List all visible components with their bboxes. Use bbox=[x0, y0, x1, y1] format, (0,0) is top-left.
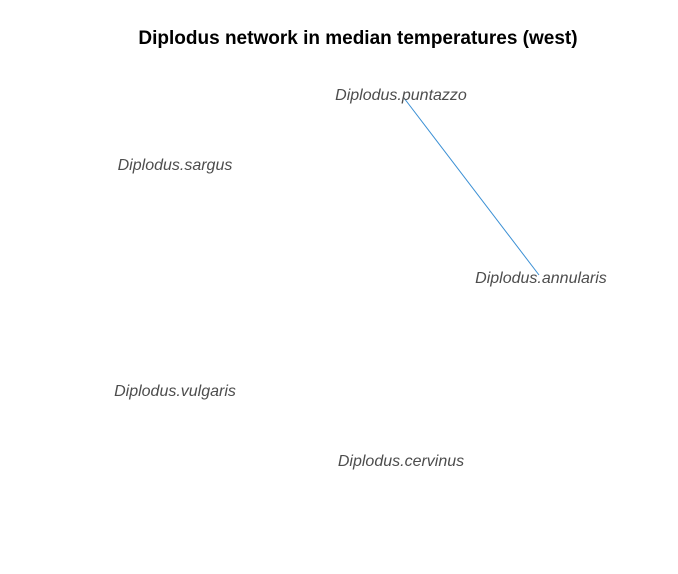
edge-puntazzo-annularis bbox=[403, 97, 540, 276]
node-label-sargus: Diplodus.sargus bbox=[118, 157, 233, 174]
nodes-layer: Diplodus.puntazzo Diplodus.sargus Diplod… bbox=[114, 87, 607, 470]
node-label-cervinus: Diplodus.cervinus bbox=[338, 453, 464, 470]
edges-layer bbox=[403, 97, 540, 276]
node-label-vulgaris: Diplodus.vulgaris bbox=[114, 383, 236, 400]
figure-title: Diplodus network in median temperatures … bbox=[138, 28, 578, 49]
node-label-annularis: Diplodus.annularis bbox=[475, 270, 607, 287]
node-label-puntazzo: Diplodus.puntazzo bbox=[335, 87, 467, 104]
